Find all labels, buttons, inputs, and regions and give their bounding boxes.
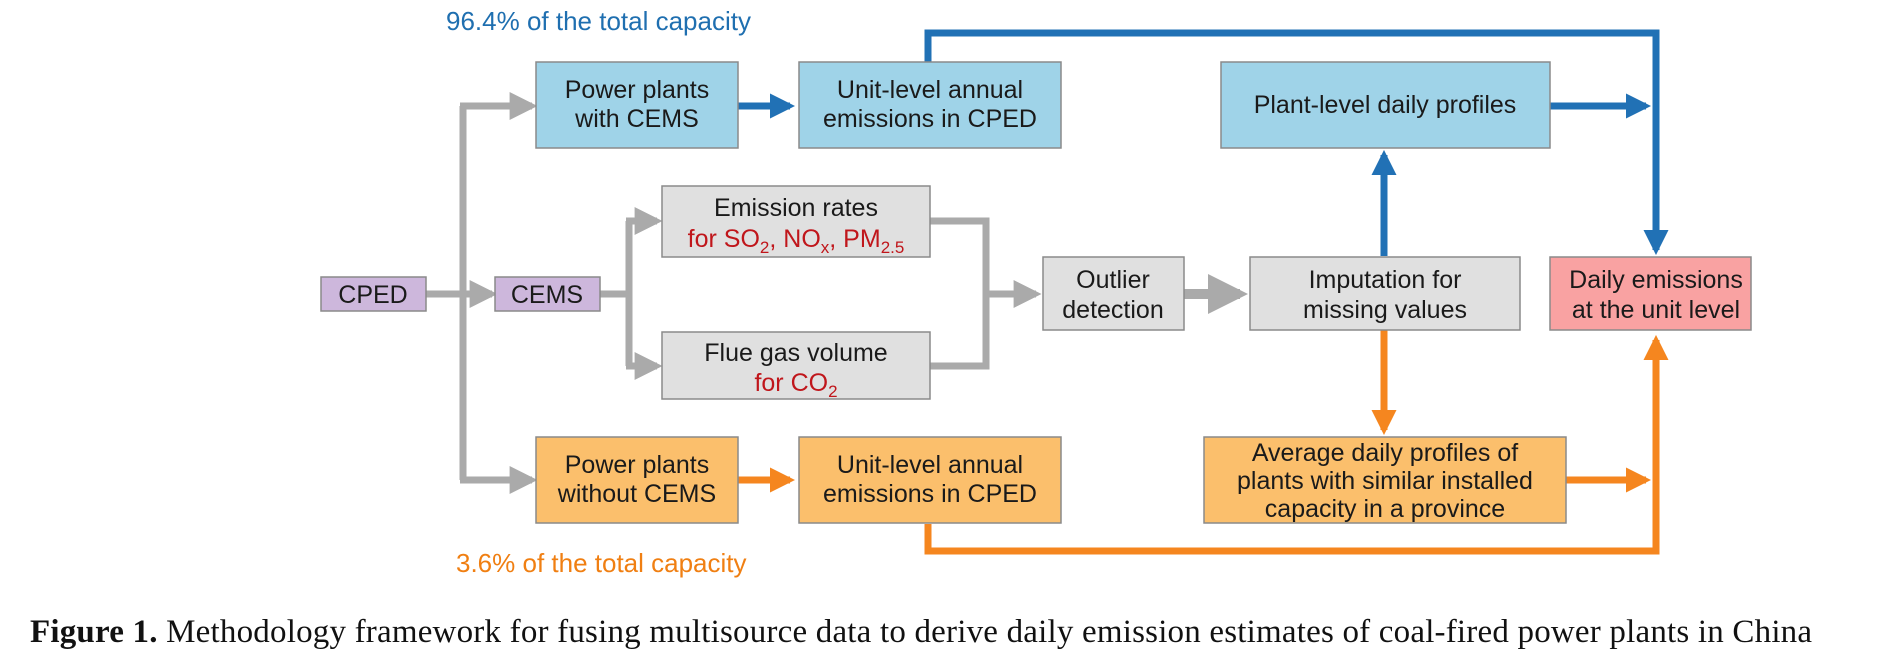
methodology-diagram: 96.4% of the total capacity 3.6% of the … xyxy=(320,6,1752,578)
node-unit-annual-bottom-line1: Unit-level annual xyxy=(837,451,1023,479)
node-imputation-line2: missing values xyxy=(1303,296,1467,324)
node-power-plants-with-cems-line1: Power plants xyxy=(565,76,710,104)
arrow-cped-trunk xyxy=(426,106,467,480)
node-emission-rates-title: Emission rates xyxy=(714,194,878,222)
node-flue-gas-volume: Flue gas volume for CO2 xyxy=(661,331,931,401)
arrow-unit-annual-bottom-to-daily xyxy=(924,334,1669,555)
node-plant-level-daily-profiles-label: Plant-level daily profiles xyxy=(1254,91,1517,119)
pm-prefix: , PM xyxy=(829,225,880,253)
node-imputation-line1: Imputation for xyxy=(1309,266,1462,294)
non-cems-capacity-share: 3.6% of the total capacity xyxy=(456,548,747,578)
node-power-plants-without-cems-line2: without CEMS xyxy=(557,480,716,508)
node-plant-level-daily-profiles: Plant-level daily profiles xyxy=(1220,61,1551,149)
co2-subscript: 2 xyxy=(828,382,837,401)
node-average-daily-profiles-line3: capacity in a province xyxy=(1265,495,1505,523)
pm-subscript: 2.5 xyxy=(881,238,905,257)
node-power-plants-with-cems: Power plants with CEMS xyxy=(535,61,739,149)
node-emission-rates-pollutants: for SO2, NOx, PM2.5 xyxy=(688,225,905,257)
node-cems-label: CEMS xyxy=(511,281,583,309)
so2-subscript: 2 xyxy=(760,238,769,257)
nox-subscript: x xyxy=(821,238,830,257)
node-flue-gas-volume-title: Flue gas volume xyxy=(704,339,887,367)
node-unit-annual-bottom: Unit-level annual emissions in CPED xyxy=(798,436,1062,524)
cems-capacity-share: 96.4% of the total capacity xyxy=(446,6,751,36)
node-outlier-detection-line2: detection xyxy=(1062,296,1163,324)
node-unit-annual-bottom-line2: emissions in CPED xyxy=(823,480,1037,508)
node-flue-gas-volume-pollutant: for CO2 xyxy=(754,369,837,401)
node-average-daily-profiles-line2: plants with similar installed xyxy=(1237,467,1533,495)
node-cped-label: CPED xyxy=(338,281,407,309)
node-unit-annual-top-line2: emissions in CPED xyxy=(823,105,1037,133)
node-outlier-detection: Outlier detection xyxy=(1042,256,1185,331)
figure-caption: Figure 1. Methodology framework for fusi… xyxy=(30,614,1890,651)
node-daily-emissions-line2: at the unit level xyxy=(1572,296,1740,324)
arrow-cems-trunk xyxy=(600,221,633,366)
arrow-unit-annual-to-daily xyxy=(924,29,1669,256)
node-daily-emissions: Daily emissions at the unit level xyxy=(1549,256,1752,331)
node-average-daily-profiles-line1: Average daily profiles of xyxy=(1252,439,1518,467)
node-average-daily-profiles: Average daily profiles of plants with si… xyxy=(1203,436,1567,524)
node-unit-annual-top: Unit-level annual emissions in CPED xyxy=(798,61,1062,149)
node-cped: CPED xyxy=(320,276,427,312)
co2-prefix: for CO xyxy=(754,369,828,397)
nox-prefix: , NO xyxy=(769,225,820,253)
figure-caption-text: Methodology framework for fusing multiso… xyxy=(157,614,1813,650)
node-cems: CEMS xyxy=(494,276,601,312)
node-daily-emissions-line1: Daily emissions xyxy=(1569,266,1743,294)
figure-caption-label: Figure 1. xyxy=(30,614,158,650)
node-unit-annual-top-line1: Unit-level annual xyxy=(837,76,1023,104)
so2-prefix: for SO xyxy=(688,225,760,253)
node-power-plants-without-cems: Power plants without CEMS xyxy=(535,436,739,524)
node-power-plants-without-cems-line1: Power plants xyxy=(565,451,710,479)
node-outlier-detection-line1: Outlier xyxy=(1076,266,1150,294)
node-imputation: Imputation for missing values xyxy=(1249,256,1521,331)
node-power-plants-with-cems-line2: with CEMS xyxy=(574,105,699,133)
node-emission-rates: Emission rates for SO2, NOx, PM2.5 xyxy=(661,185,931,258)
